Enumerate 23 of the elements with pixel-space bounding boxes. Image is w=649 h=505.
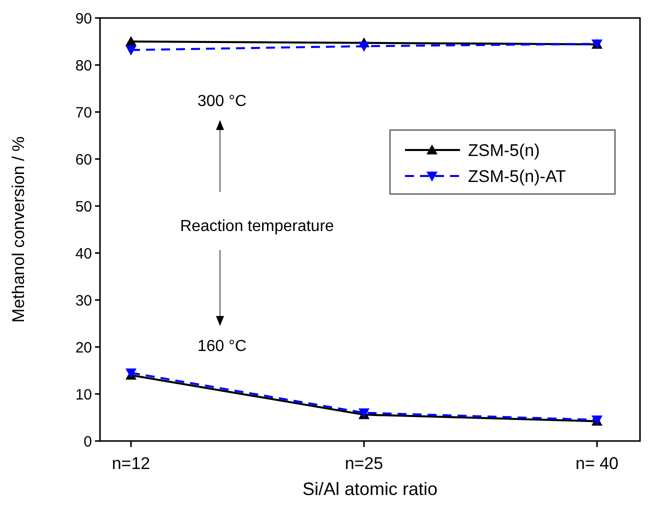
y-tick-label: 40 xyxy=(75,245,92,262)
y-tick-label: 90 xyxy=(75,10,92,28)
y-tick-label: 20 xyxy=(75,339,92,356)
legend-label: ZSM-5(n) xyxy=(468,140,540,160)
y-tick-label: 0 xyxy=(84,433,92,450)
point xyxy=(358,42,370,52)
point xyxy=(126,46,136,56)
point xyxy=(126,36,136,46)
x-tick-label: n= 40 xyxy=(575,454,619,473)
y-tick-label: 50 xyxy=(75,198,92,216)
y-tick-label: 70 xyxy=(75,104,92,122)
legend-label: ZSM-5(n)-AT xyxy=(468,166,566,186)
annotation: 160 °C xyxy=(197,338,247,355)
y-tick-label: 60 xyxy=(75,151,92,168)
annotation: 300 °C xyxy=(197,93,247,110)
annotation: Reaction temperature xyxy=(180,218,334,235)
y-axis-title: Methanol conversion / % xyxy=(9,136,28,323)
y-tick-label: 30 xyxy=(75,292,92,310)
x-axis-title: Si/Al atomic ratio xyxy=(302,479,438,499)
y-tick-label: 10 xyxy=(75,386,92,404)
x-tick-label: n=12 xyxy=(112,454,150,473)
y-tick-label: 80 xyxy=(75,57,92,74)
x-tick-label: n=25 xyxy=(344,454,384,473)
